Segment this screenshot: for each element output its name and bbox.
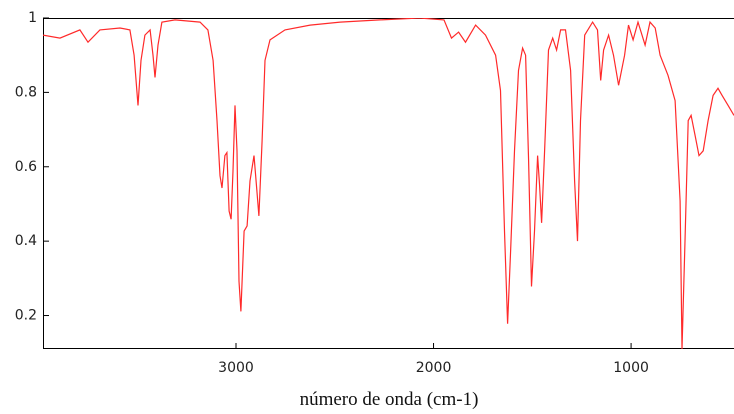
plot-frame xyxy=(43,18,734,349)
y-tick-label: 0.4 xyxy=(15,233,37,249)
x-axis-label: número de onda (cm-1) xyxy=(300,389,479,410)
spectrum-line xyxy=(43,18,734,349)
y-tick-label: 0.2 xyxy=(15,308,37,324)
x-tick-label: 1000 xyxy=(613,360,649,376)
x-tick-label: 3000 xyxy=(218,360,254,376)
y-tick-label: 0.8 xyxy=(15,84,37,100)
y-tick-label: 1 xyxy=(28,10,37,26)
y-tick-label: 0.6 xyxy=(15,159,37,175)
x-tick-label: 2000 xyxy=(416,360,452,376)
